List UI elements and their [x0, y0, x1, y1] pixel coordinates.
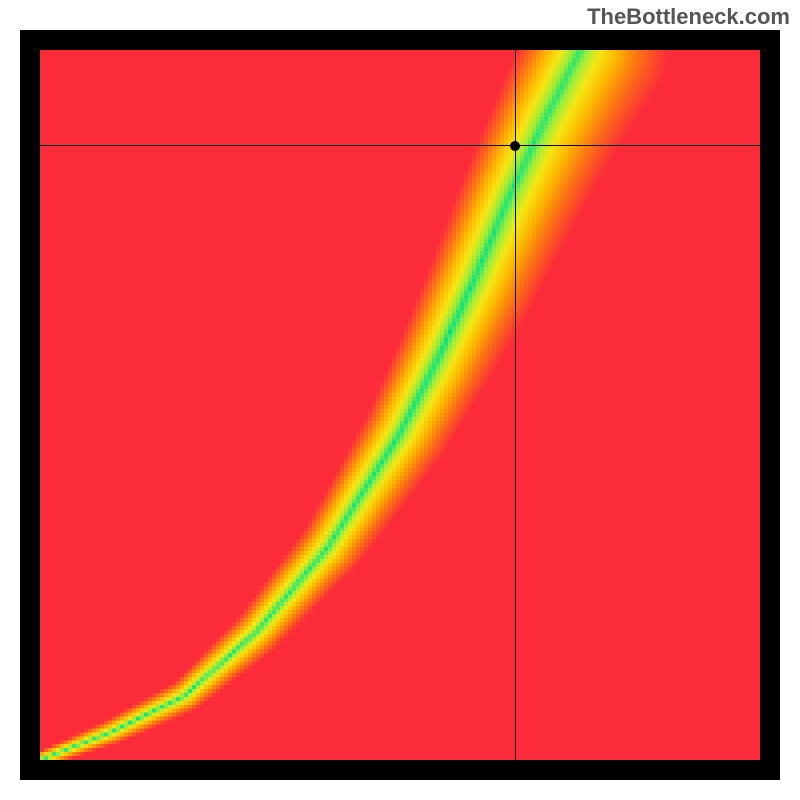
crosshair-marker: [510, 141, 520, 151]
bottleneck-heatmap: [40, 50, 760, 760]
crosshair-vertical: [515, 50, 516, 760]
watermark-text: TheBottleneck.com: [587, 4, 790, 30]
crosshair-horizontal: [40, 145, 760, 146]
